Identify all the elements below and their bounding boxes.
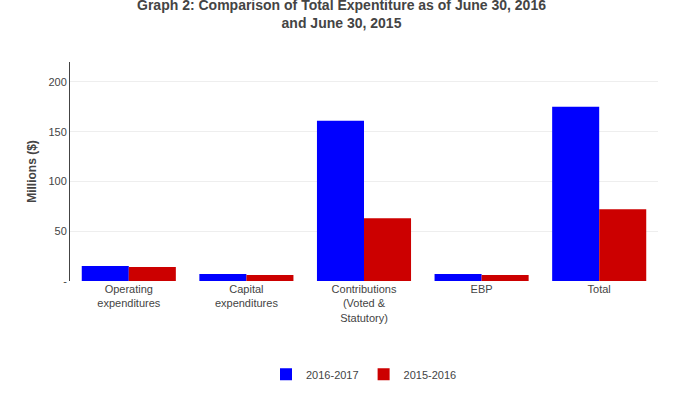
- svg-text:Total: Total: [588, 283, 611, 295]
- svg-text:100: 100: [48, 175, 66, 187]
- svg-text:Operatingexpenditures: Operatingexpenditures: [97, 283, 160, 309]
- svg-text:Contributions(Voted &Statutory: Contributions(Voted &Statutory): [332, 283, 397, 324]
- svg-text:-: -: [63, 275, 67, 287]
- svg-text:200: 200: [48, 76, 66, 88]
- svg-text:Graph 2: Comparison of Total E: Graph 2: Comparison of Total Expentiture…: [137, 0, 546, 31]
- svg-text:Millions ($): Millions ($): [25, 140, 39, 203]
- svg-text:EBP: EBP: [471, 283, 493, 295]
- svg-text:Capitalexpenditures: Capitalexpenditures: [215, 283, 278, 309]
- svg-text:150: 150: [48, 126, 66, 138]
- svg-text:50: 50: [55, 225, 67, 237]
- svg-text:2016-2017: 2016-2017: [306, 369, 359, 381]
- svg-text:2015-2016: 2015-2016: [404, 369, 457, 381]
